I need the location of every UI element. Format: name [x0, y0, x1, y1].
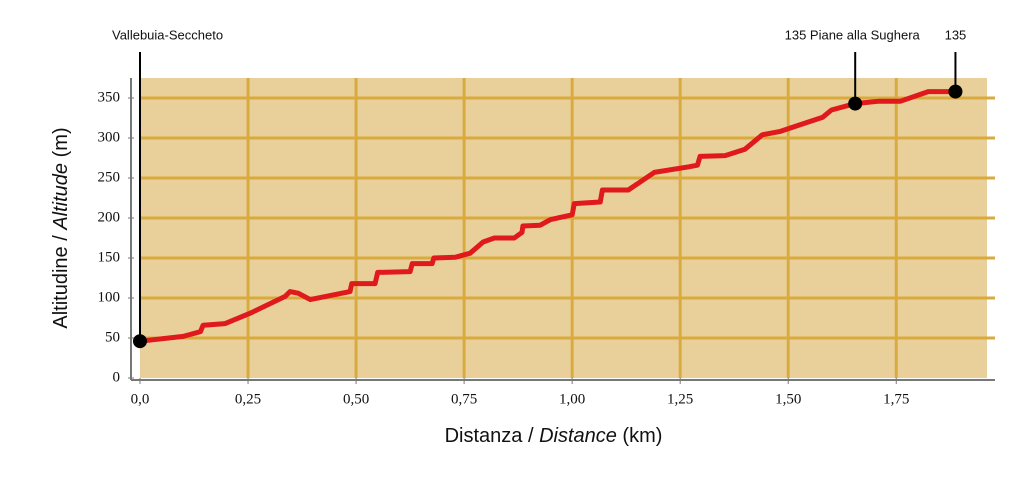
y-axis-title-part: (m) — [50, 127, 72, 163]
y-tick-label: 50 — [105, 329, 120, 345]
y-tick-label: 0 — [113, 369, 121, 385]
y-axis-title-part: Altitude — [50, 163, 72, 231]
y-tick-label: 300 — [98, 129, 121, 145]
plot-background — [140, 78, 987, 378]
marker-point — [848, 96, 863, 111]
y-tick-label: 150 — [98, 249, 121, 265]
x-axis-title-part: Distance — [539, 425, 617, 447]
marker-point — [133, 334, 147, 349]
y-tick-label: 250 — [98, 169, 121, 185]
x-tick-label: 1,50 — [775, 391, 801, 407]
x-tick-label: 0,25 — [235, 391, 261, 407]
x-tick-label: 0,75 — [451, 391, 477, 407]
y-tick-label: 200 — [98, 209, 121, 225]
marker-label: 135 Piane alla Sughera — [785, 27, 921, 42]
elevation-line — [139, 89, 956, 344]
y-axis-title: Altitudine / Altitude (m) — [50, 127, 72, 328]
x-tick-label: 1,00 — [559, 391, 585, 407]
x-tick-label: 1,25 — [667, 391, 693, 407]
x-axis-title: Distanza / Distance (km) — [445, 425, 663, 447]
x-tick-label: 0,0 — [131, 391, 150, 407]
marker-point — [948, 84, 963, 99]
marker-label: Vallebuia-Seccheto — [112, 27, 223, 42]
x-tick-label: 0,50 — [343, 391, 369, 407]
x-axis-title-part: (km) — [617, 425, 663, 447]
y-tick-label: 100 — [98, 289, 121, 305]
x-tick-label: 1,75 — [883, 391, 909, 407]
y-axis-title-part: Altitudine / — [50, 230, 72, 329]
x-axis-title-part: Distanza / — [445, 425, 539, 447]
marker-label: 135 — [945, 27, 967, 42]
y-tick-label: 350 — [98, 89, 121, 105]
